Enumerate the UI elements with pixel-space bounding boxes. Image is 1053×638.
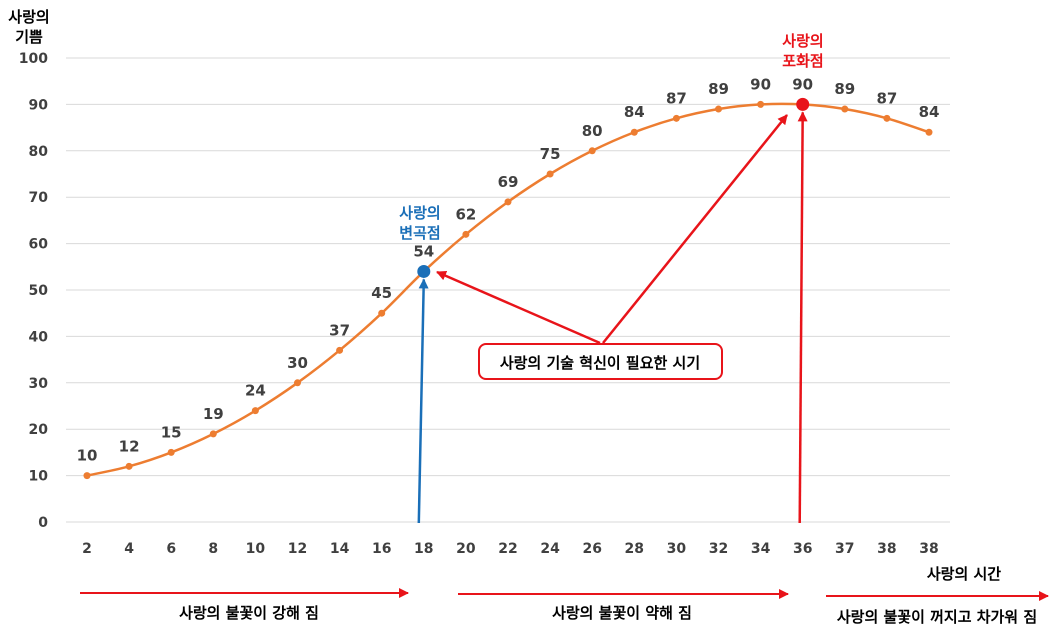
- data-label: 90: [792, 75, 813, 93]
- inflection-label-line-2: 변곡점: [399, 224, 440, 242]
- y-tick-label: 20: [29, 422, 49, 438]
- x-tick-label: 16: [372, 541, 391, 557]
- series-layer: [83, 100, 933, 480]
- x-tick-label: 6: [166, 541, 176, 557]
- data-label: 10: [77, 447, 98, 465]
- callout-box: [478, 343, 723, 380]
- data-label: 12: [119, 437, 140, 455]
- y-tick-label: 50: [29, 283, 49, 299]
- x-axis-title: 사랑의 시간: [927, 565, 1001, 583]
- x-tick-label: 36: [793, 541, 812, 557]
- data-point: [209, 430, 217, 438]
- y-axis-ticks: 0 10 20 30 40 50 60 70 80 90 100: [19, 51, 48, 531]
- y-tick-label: 40: [29, 329, 49, 345]
- callout-arrow-to-saturation: [602, 114, 788, 344]
- data-label: 37: [329, 321, 350, 339]
- x-tick-label: 34: [751, 541, 771, 557]
- callout-arrow-to-inflection: [436, 270, 601, 345]
- saturation-label-line-2: 포화점: [782, 52, 823, 70]
- data-point: [883, 114, 891, 122]
- data-label: 87: [876, 89, 897, 107]
- data-label: 89: [708, 80, 729, 98]
- data-point: [125, 462, 133, 470]
- x-tick-label: 14: [330, 541, 350, 557]
- data-point: [672, 114, 680, 122]
- y-tick-label: 100: [19, 51, 48, 67]
- data-label: 45: [371, 284, 392, 302]
- data-point: [294, 379, 301, 387]
- data-point: [925, 128, 933, 136]
- x-tick-label: 28: [625, 541, 644, 557]
- y-tick-label: 60: [29, 237, 49, 253]
- x-tick-label: 2: [82, 541, 92, 557]
- gridlines: [66, 57, 950, 523]
- x-tick-label: 4: [124, 541, 134, 557]
- data-label: 89: [834, 80, 855, 98]
- inflection-arrow: [417, 278, 429, 524]
- y-tick-label: 10: [29, 469, 49, 485]
- data-point: [757, 100, 765, 108]
- highlight-points: [417, 97, 810, 278]
- x-tick-label: 37: [835, 541, 854, 557]
- x-tick-label: 10: [246, 541, 266, 557]
- data-label: 24: [245, 382, 266, 400]
- y-tick-label: 80: [29, 144, 49, 160]
- x-tick-label: 20: [456, 541, 476, 557]
- inflection-point: [417, 264, 431, 278]
- y-tick-label: 90: [29, 97, 49, 113]
- x-tick-label: 38: [919, 541, 938, 557]
- data-point: [546, 170, 554, 178]
- data-labels: 10 12 15 19 24 30 37 45 54 62 69 75 80 84 87 89 90 90 89 87…: [77, 75, 940, 464]
- data-label: 62: [455, 205, 476, 223]
- data-label: 30: [287, 354, 308, 372]
- x-tick-label: 26: [582, 541, 601, 557]
- data-label: 69: [498, 173, 519, 191]
- x-tick-label: 18: [414, 541, 433, 557]
- data-label: 84: [624, 103, 645, 121]
- y-tick-label: 0: [38, 515, 48, 531]
- data-point: [167, 448, 175, 456]
- data-label: 75: [540, 145, 561, 163]
- data-label: 80: [582, 122, 603, 140]
- data-point: [841, 105, 849, 113]
- saturation-arrow: [797, 111, 808, 524]
- data-point: [588, 147, 596, 155]
- x-tick-label: 38: [877, 541, 896, 557]
- x-tick-label: 12: [288, 541, 307, 557]
- saturation-label-line-1: 사랑의: [782, 32, 823, 50]
- data-label: 87: [666, 89, 687, 107]
- x-tick-label: 24: [540, 541, 560, 557]
- y-tick-label: 70: [29, 190, 49, 206]
- data-point: [336, 346, 344, 354]
- phase-3-label: 사랑의 불꽃이 꺼지고 차가워 짐: [837, 608, 1037, 626]
- y-axis-title-line-1: 사랑의: [8, 8, 49, 26]
- data-point: [504, 198, 512, 206]
- data-point: [462, 230, 470, 238]
- data-label: 19: [203, 405, 224, 423]
- x-tick-label: 30: [667, 541, 687, 557]
- x-tick-label: 22: [498, 541, 517, 557]
- data-label: 54: [413, 242, 434, 260]
- x-tick-label: 8: [208, 541, 218, 557]
- data-point: [251, 407, 259, 415]
- phase-1-label: 사랑의 불꽃이 강해 짐: [179, 604, 319, 622]
- data-label: 15: [161, 423, 182, 441]
- saturation-point: [796, 97, 810, 111]
- x-axis-ticks: 2 4 6 8 10 12 14 16 18 20 22 24 26 28 30 32 34 36 37 38 38: [82, 541, 939, 557]
- phase-2-label: 사랑의 불꽃이 약해 짐: [552, 604, 692, 622]
- y-axis-title-line-2: 기쁨: [15, 28, 43, 46]
- data-point: [378, 309, 386, 317]
- data-point: [83, 472, 91, 480]
- data-point: [715, 105, 722, 113]
- data-point: [630, 128, 638, 136]
- data-label: 90: [750, 75, 771, 93]
- data-label: 84: [919, 103, 940, 121]
- callout-text: 사랑의 기술 혁신이 필요한 시기: [500, 354, 700, 372]
- inflection-label-line-1: 사랑의: [399, 204, 440, 222]
- y-tick-label: 30: [29, 376, 49, 392]
- x-tick-label: 32: [709, 541, 728, 557]
